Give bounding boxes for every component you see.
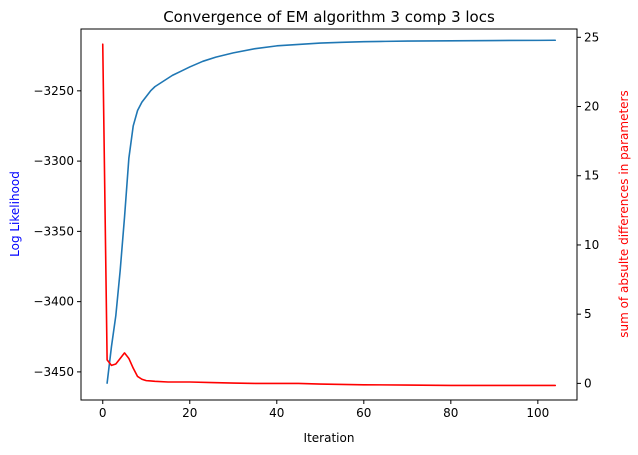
y-right-tick-label: 15: [584, 169, 599, 183]
plot-area-frame: [80, 28, 578, 401]
right-axis-ticks: 0 5 10 15 20 25: [577, 30, 599, 390]
y-left-tick-label: −3400: [33, 295, 74, 309]
chart-title: Convergence of EM algorithm 3 comp 3 loc…: [163, 8, 495, 26]
y-right-tick-label: 20: [584, 100, 599, 114]
x-tick-label: 0: [99, 406, 107, 420]
y-right-tick-label: 0: [584, 376, 592, 390]
x-tick-label: 80: [443, 406, 458, 420]
y-right-tick-label: 5: [584, 307, 592, 321]
x-tick-label: 40: [269, 406, 284, 420]
y-axis-label-left: Log Likelihood: [8, 171, 22, 257]
x-tick-label: 20: [182, 406, 197, 420]
y-left-tick-label: −3300: [33, 154, 74, 168]
y-left-tick-label: −3350: [33, 224, 74, 238]
param-diff-line: [101, 43, 557, 387]
y-right-tick-label: 10: [584, 238, 599, 252]
y-right-tick-label: 25: [584, 30, 599, 44]
log-likelihood-line: [106, 39, 557, 384]
x-axis-ticks: 0 20 40 60 80 100: [99, 400, 549, 420]
y-left-tick-label: −3450: [33, 365, 74, 379]
left-axis-ticks: −3250 −3300 −3350 −3400 −3450: [33, 84, 81, 379]
x-tick-label: 60: [356, 406, 371, 420]
x-tick-label: 100: [526, 406, 549, 420]
x-axis-label: Iteration: [304, 431, 355, 445]
y-axis-label-right: sum of absulte differences in parameters: [617, 90, 631, 337]
series-layer: [101, 39, 557, 387]
y-left-tick-label: −3250: [33, 84, 74, 98]
